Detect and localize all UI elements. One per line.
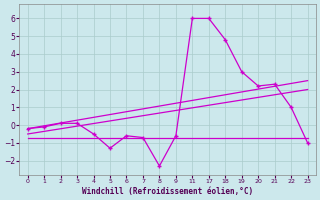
X-axis label: Windchill (Refroidissement éolien,°C): Windchill (Refroidissement éolien,°C)	[82, 187, 253, 196]
